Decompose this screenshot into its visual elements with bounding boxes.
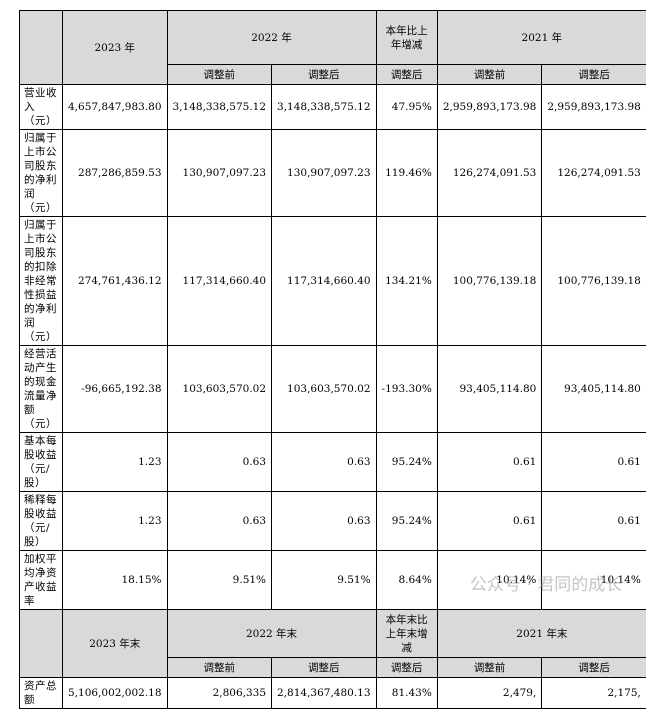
header-corner bbox=[20, 11, 63, 85]
value-2021-before: 2,959,893,173.98 bbox=[437, 85, 542, 130]
value-2023: 274,761,436.12 bbox=[63, 217, 168, 346]
value-2021-after: 2,959,893,173.98 bbox=[542, 85, 646, 130]
value-2023: 1.23 bbox=[63, 433, 168, 492]
header-2023-end: 2023 年末 bbox=[63, 610, 168, 678]
value-2022-after: 117,314,660.40 bbox=[272, 217, 377, 346]
row-label: 加权平均净资产收益率 bbox=[20, 551, 63, 610]
financial-summary-table: 2023 年 2022 年 本年比上年增减 2021 年 调整前 调整后 调整后… bbox=[19, 10, 646, 709]
table-row: 归属于上市公司股东的净利润（元） 287,286,859.53 130,907,… bbox=[20, 130, 646, 217]
value-2022-after: 0.63 bbox=[272, 433, 377, 492]
value-change: -193.30% bbox=[376, 346, 437, 433]
value-2023: 1.23 bbox=[63, 492, 168, 551]
row-label: 资产总额 bbox=[20, 678, 63, 709]
value-2023: 18.15% bbox=[63, 551, 168, 610]
value-2022-after: 103,603,570.02 bbox=[272, 346, 377, 433]
table-row: 资产总额 5,106,002,002.18 2,806,335 2,814,36… bbox=[20, 678, 646, 709]
header-change-after: 调整后 bbox=[376, 658, 437, 678]
header-2021-after: 调整后 bbox=[542, 65, 646, 85]
watermark: 公众号 · 君同的成长 bbox=[470, 570, 622, 595]
header-2022-after: 调整后 bbox=[272, 658, 377, 678]
header-row-year-ends: 2023 年末 2022 年末 本年末比上年末增减 2021 年末 bbox=[20, 610, 646, 658]
header-2021-after: 调整后 bbox=[542, 658, 646, 678]
value-change: 119.46% bbox=[376, 130, 437, 217]
value-change: 8.64% bbox=[376, 551, 437, 610]
value-change: 95.24% bbox=[376, 433, 437, 492]
value-2023: 287,286,859.53 bbox=[63, 130, 168, 217]
value-change: 47.95% bbox=[376, 85, 437, 130]
value-change: 81.43% bbox=[376, 678, 437, 709]
value-change: 95.24% bbox=[376, 492, 437, 551]
value-2021-after: 126,274,091.53 bbox=[542, 130, 646, 217]
table-row: 营业收入（元） 4,657,847,983.80 3,148,338,575.1… bbox=[20, 85, 646, 130]
table-row: 稀释每股收益（元/股） 1.23 0.63 0.63 95.24% 0.61 0… bbox=[20, 492, 646, 551]
row-label: 归属于上市公司股东的扣除非经常性损益的净利润（元） bbox=[20, 217, 63, 346]
header-change-end: 本年末比上年末增减 bbox=[376, 610, 437, 658]
row-label: 基本每股收益（元/股） bbox=[20, 433, 63, 492]
value-2021-after: 2,175, bbox=[542, 678, 646, 709]
value-2021-before: 2,479, bbox=[437, 678, 542, 709]
row-label: 营业收入（元） bbox=[20, 85, 63, 130]
value-2022-before: 117,314,660.40 bbox=[167, 217, 272, 346]
value-change: 134.21% bbox=[376, 217, 437, 346]
header-2021: 2021 年 bbox=[437, 11, 646, 65]
value-2023: 4,657,847,983.80 bbox=[63, 85, 168, 130]
value-2021-after: 93,405,114.80 bbox=[542, 346, 646, 433]
header-2021-before: 调整前 bbox=[437, 658, 542, 678]
value-2022-before: 103,603,570.02 bbox=[167, 346, 272, 433]
value-2021-before: 0.61 bbox=[437, 492, 542, 551]
row-label: 稀释每股收益（元/股） bbox=[20, 492, 63, 551]
header-2022-before: 调整前 bbox=[167, 65, 272, 85]
value-2021-before: 93,405,114.80 bbox=[437, 346, 542, 433]
value-2021-before: 126,274,091.53 bbox=[437, 130, 542, 217]
value-2023: -96,665,192.38 bbox=[63, 346, 168, 433]
table-row: 基本每股收益（元/股） 1.23 0.63 0.63 95.24% 0.61 0… bbox=[20, 433, 646, 492]
value-2022-after: 130,907,097.23 bbox=[272, 130, 377, 217]
value-2022-before: 130,907,097.23 bbox=[167, 130, 272, 217]
value-2022-after: 2,814,367,480.13 bbox=[272, 678, 377, 709]
value-2021-before: 100,776,139.18 bbox=[437, 217, 542, 346]
header-row-years: 2023 年 2022 年 本年比上年增减 2021 年 bbox=[20, 11, 646, 65]
value-2022-before: 2,806,335 bbox=[167, 678, 272, 709]
row-label: 经营活动产生的现金流量净额（元） bbox=[20, 346, 63, 433]
header-change-after: 调整后 bbox=[376, 65, 437, 85]
value-2022-after: 0.63 bbox=[272, 492, 377, 551]
header-2022-after: 调整后 bbox=[272, 65, 377, 85]
value-2022-after: 3,148,338,575.12 bbox=[272, 85, 377, 130]
value-2021-before: 0.61 bbox=[437, 433, 542, 492]
header-2022-before: 调整前 bbox=[167, 658, 272, 678]
value-2023: 5,106,002,002.18 bbox=[63, 678, 168, 709]
header-2021-before: 调整前 bbox=[437, 65, 542, 85]
header-2022-end: 2022 年末 bbox=[167, 610, 376, 658]
table-row: 经营活动产生的现金流量净额（元） -96,665,192.38 103,603,… bbox=[20, 346, 646, 433]
value-2022-before: 9.51% bbox=[167, 551, 272, 610]
header-2023: 2023 年 bbox=[63, 11, 168, 85]
value-2022-before: 0.63 bbox=[167, 433, 272, 492]
row-label: 归属于上市公司股东的净利润（元） bbox=[20, 130, 63, 217]
header-change: 本年比上年增减 bbox=[376, 11, 437, 65]
header-2021-end: 2021 年末 bbox=[437, 610, 646, 658]
value-2021-after: 0.61 bbox=[542, 433, 646, 492]
value-2022-after: 9.51% bbox=[272, 551, 377, 610]
value-2022-before: 0.63 bbox=[167, 492, 272, 551]
value-2021-after: 0.61 bbox=[542, 492, 646, 551]
value-2022-before: 3,148,338,575.12 bbox=[167, 85, 272, 130]
header-corner bbox=[20, 610, 63, 678]
table-row: 归属于上市公司股东的扣除非经常性损益的净利润（元） 274,761,436.12… bbox=[20, 217, 646, 346]
value-2021-after: 100,776,139.18 bbox=[542, 217, 646, 346]
header-2022: 2022 年 bbox=[167, 11, 376, 65]
